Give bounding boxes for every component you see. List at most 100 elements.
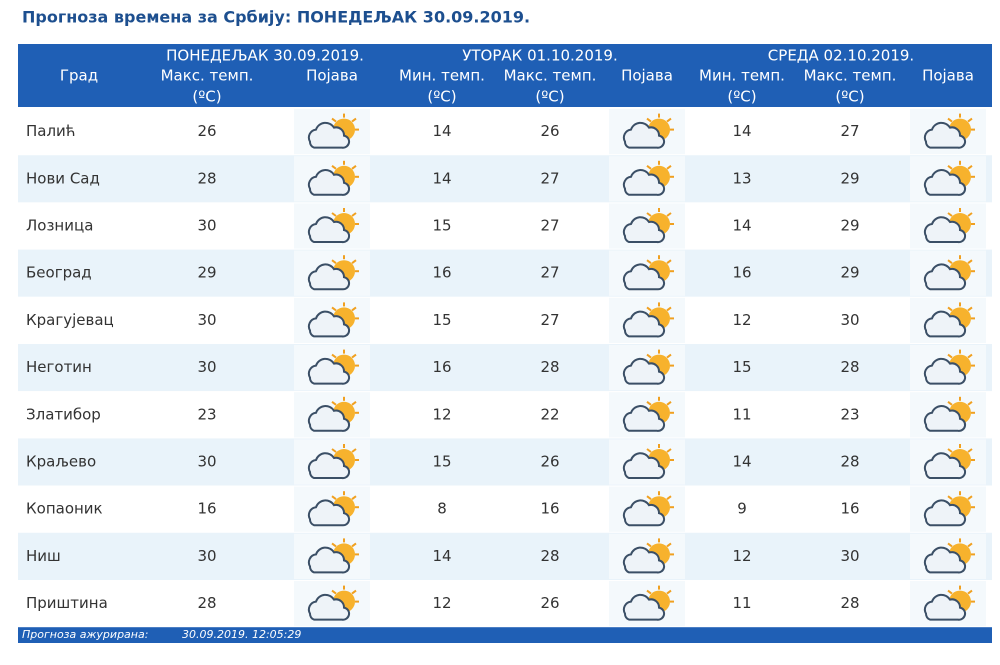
temperature: 15 <box>432 217 451 235</box>
temperature: 30 <box>197 217 216 235</box>
city-name: Копаоник <box>26 500 103 518</box>
row-background <box>18 108 992 156</box>
temperature: 11 <box>732 405 751 423</box>
city-name: Краљево <box>26 453 96 471</box>
column-unit: (ºC) <box>835 88 864 106</box>
temperature: 26 <box>540 594 559 612</box>
temperature: 12 <box>432 594 451 612</box>
temperature: 26 <box>540 453 559 471</box>
row-background <box>18 532 992 580</box>
temperature: 28 <box>840 358 859 376</box>
temperature: 29 <box>197 264 216 282</box>
temperature: 30 <box>840 547 859 565</box>
temperature: 27 <box>540 311 559 329</box>
city-name: Неготин <box>26 358 92 376</box>
city-name: Златибор <box>26 405 101 423</box>
row-background <box>18 202 992 250</box>
temperature: 26 <box>197 122 216 140</box>
temperature: 27 <box>540 264 559 282</box>
row-background <box>18 249 992 297</box>
day-header: УТОРАК 01.10.2019. <box>462 47 618 65</box>
row-background <box>18 155 992 203</box>
row-background <box>18 296 992 344</box>
temperature: 28 <box>540 547 559 565</box>
temperature: 14 <box>432 122 451 140</box>
column-header: Град <box>60 67 98 85</box>
temperature: 16 <box>432 264 451 282</box>
temperature: 28 <box>197 594 216 612</box>
column-header: Појава <box>922 67 974 85</box>
temperature: 12 <box>732 547 751 565</box>
temperature: 12 <box>432 405 451 423</box>
row-background <box>18 580 992 628</box>
temperature: 23 <box>197 405 216 423</box>
temperature: 14 <box>732 122 751 140</box>
temperature: 8 <box>437 500 447 518</box>
temperature: 30 <box>840 311 859 329</box>
temperature: 23 <box>840 405 859 423</box>
column-header: Појава <box>621 67 673 85</box>
temperature: 16 <box>197 500 216 518</box>
temperature: 26 <box>540 122 559 140</box>
day-header: СРЕДА 02.10.2019. <box>768 47 914 65</box>
city-name: Лозница <box>26 217 93 235</box>
temperature: 27 <box>540 217 559 235</box>
column-unit: (ºC) <box>535 88 564 106</box>
temperature: 22 <box>540 405 559 423</box>
city-name: Нови Сад <box>26 169 100 187</box>
temperature: 30 <box>197 311 216 329</box>
footer-value: 30.09.2019. 12:05:29 <box>182 628 301 641</box>
city-name: Приштина <box>26 594 108 612</box>
temperature: 28 <box>197 169 216 187</box>
row-background <box>18 391 992 439</box>
temperature: 28 <box>840 594 859 612</box>
column-header: Мин. темп. <box>399 67 485 85</box>
temperature: 29 <box>840 264 859 282</box>
day-header: ПОНЕДЕЉАК 30.09.2019. <box>166 47 364 65</box>
temperature: 29 <box>840 217 859 235</box>
temperature: 16 <box>432 358 451 376</box>
temperature: 15 <box>432 453 451 471</box>
header-bar <box>18 44 992 107</box>
temperature: 14 <box>732 217 751 235</box>
temperature: 15 <box>732 358 751 376</box>
column-header: Појава <box>306 67 358 85</box>
column-header: Мин. темп. <box>699 67 785 85</box>
city-name: Београд <box>26 264 92 282</box>
city-name: Палић <box>26 122 76 140</box>
temperature: 16 <box>732 264 751 282</box>
temperature: 30 <box>197 453 216 471</box>
row-background <box>18 485 992 533</box>
temperature: 13 <box>732 169 751 187</box>
temperature: 14 <box>732 453 751 471</box>
temperature: 14 <box>432 547 451 565</box>
column-header: Макс. темп. <box>161 67 254 85</box>
column-header: Макс. темп. <box>804 67 897 85</box>
row-background <box>18 344 992 392</box>
temperature: 11 <box>732 594 751 612</box>
row-background <box>18 438 992 486</box>
page-title: Прогноза времена за Србију: ПОНЕДЕЉАК 30… <box>22 8 530 27</box>
city-name: Крагујевац <box>26 311 114 329</box>
column-unit: (ºC) <box>427 88 456 106</box>
temperature: 30 <box>197 547 216 565</box>
temperature: 14 <box>432 169 451 187</box>
temperature: 28 <box>540 358 559 376</box>
footer-bar <box>18 627 992 643</box>
temperature: 27 <box>540 169 559 187</box>
footer-label: Прогноза ажурирана: <box>22 628 148 641</box>
temperature: 15 <box>432 311 451 329</box>
temperature: 12 <box>732 311 751 329</box>
temperature: 16 <box>540 500 559 518</box>
temperature: 29 <box>840 169 859 187</box>
temperature: 16 <box>840 500 859 518</box>
column-unit: (ºC) <box>727 88 756 106</box>
temperature: 9 <box>737 500 747 518</box>
column-unit: (ºC) <box>192 88 221 106</box>
temperature: 30 <box>197 358 216 376</box>
temperature: 28 <box>840 453 859 471</box>
city-name: Ниш <box>26 547 61 565</box>
temperature: 27 <box>840 122 859 140</box>
column-header: Макс. темп. <box>504 67 597 85</box>
